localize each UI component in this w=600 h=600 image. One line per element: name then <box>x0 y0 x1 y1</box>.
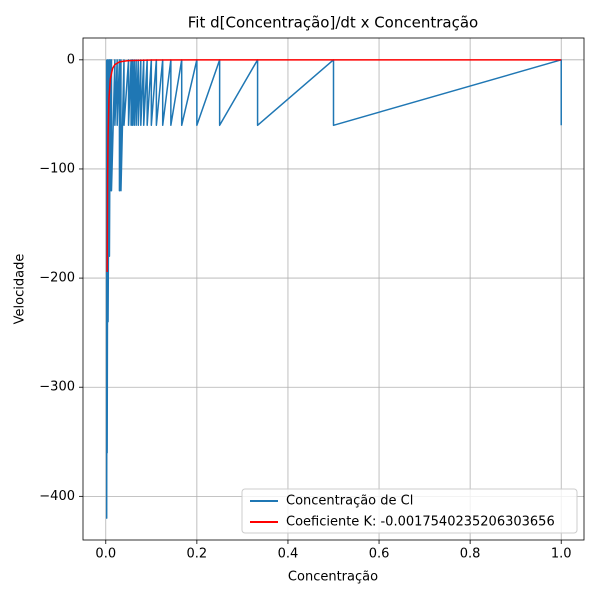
x-tick-label: 0.6 <box>369 547 390 562</box>
x-tick-label: 0.0 <box>95 547 116 562</box>
y-tick-label: −100 <box>39 161 75 176</box>
legend-box <box>241 488 578 534</box>
y-tick-label: −400 <box>39 489 75 504</box>
chart-title: Fit d[Concentração]/dt x Concentração <box>188 14 478 32</box>
x-tick-label: 0.4 <box>278 547 299 562</box>
y-axis-label: Velocidade <box>13 254 28 325</box>
x-tick-label: 0.8 <box>460 547 481 562</box>
y-tick-label: −200 <box>39 271 75 286</box>
x-tick-label: 0.2 <box>187 547 208 562</box>
x-axis-label: Concentração <box>288 570 378 585</box>
plot-frame <box>82 37 585 541</box>
legend-label: Concentração de Cl <box>286 494 413 509</box>
y-tick-label: −300 <box>39 380 75 395</box>
x-tick-label: 1.0 <box>551 547 572 562</box>
series-line <box>105 59 562 519</box>
series-line <box>106 59 562 272</box>
legend-label: Coeficiente K: -0.0017540235206303656 <box>286 515 555 530</box>
y-tick-label: 0 <box>67 52 75 67</box>
